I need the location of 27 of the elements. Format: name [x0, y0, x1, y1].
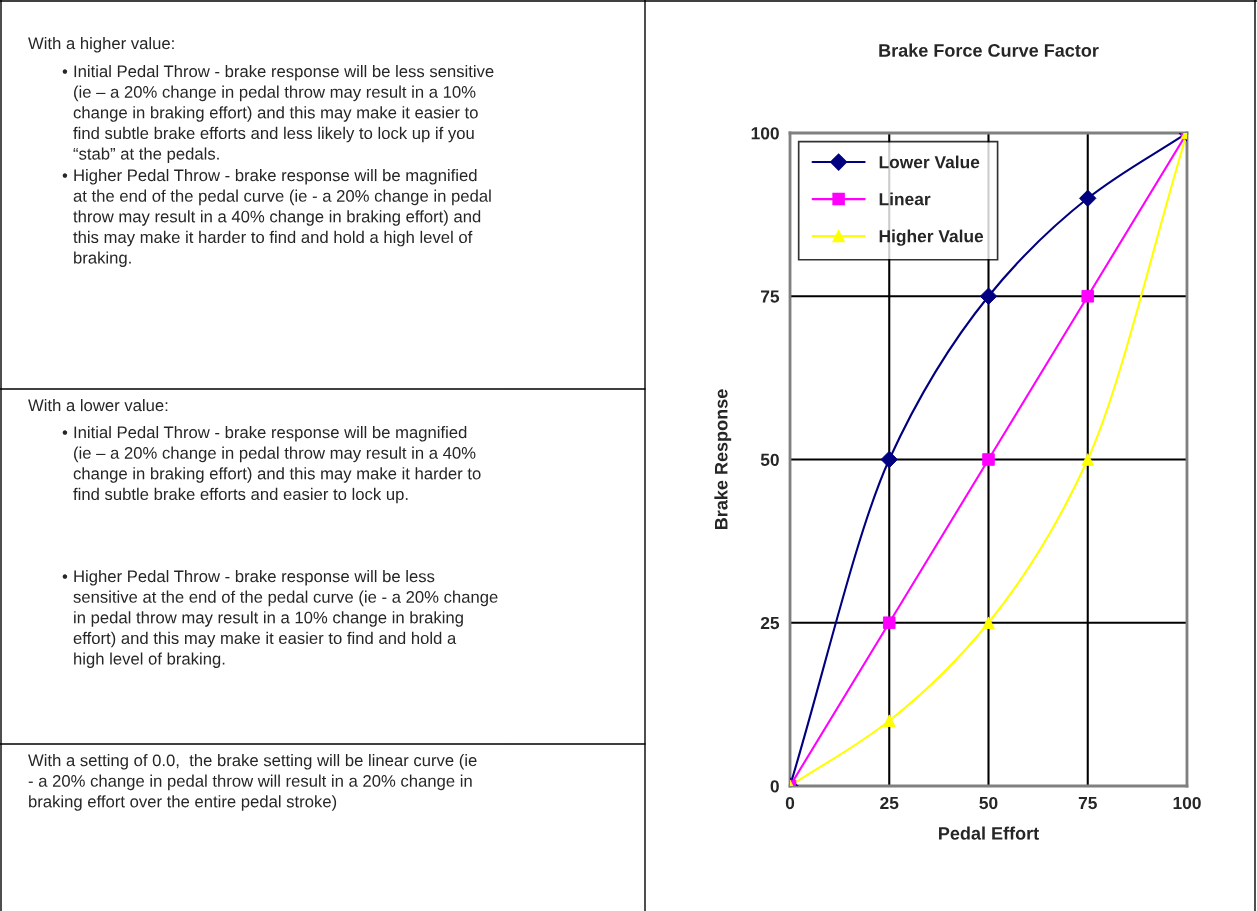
y-axis-title: Brake Response	[714, 389, 732, 530]
text: Initial Pedal Throw - brake response will be magnified (ie – a 20% change in pedal throw may result in a 40% change in braking effort) and this may make it harder to find subtle brake efforts and easier to lock up.	[73, 426, 481, 504]
legend-label: Higher Value	[879, 229, 984, 246]
text: •	[62, 430, 68, 435]
text: With a lower value:	[28, 399, 168, 412]
text: With a setting of 0.0, the brake setting will be linear curve (ie - a 20% change in pedal throw will result in a 20% change in braking effort over the entire pedal stroke)	[28, 754, 477, 811]
chart-title: Brake Force Curve Factor	[879, 43, 1099, 57]
x-tick-label: 0	[785, 796, 795, 810]
x-axis-title: Pedal Effort	[939, 826, 1039, 840]
legend-label: Lower Value	[879, 155, 980, 169]
text: •	[62, 69, 68, 74]
text: •	[62, 574, 68, 579]
y-tick-label: 0	[770, 780, 779, 793]
x-tick-label: 25	[880, 796, 899, 810]
text: With a higher value:	[28, 37, 174, 53]
x-tick-label: 50	[979, 796, 998, 810]
y-tick-label: 50	[760, 453, 779, 466]
legend-label: Linear	[879, 192, 931, 206]
y-tick-label: 25	[760, 616, 780, 630]
x-tick-label: 75	[1078, 797, 1097, 810]
text: Higher Pedal Throw - brake response will be less sensitive at the end of the pedal curve (ie - a 20% change in pedal throw may result in a 10% change in braking effort) and this may make it easier to find and hold a high level of braking.	[73, 570, 498, 668]
y-tick-label: 100	[751, 127, 779, 140]
text: Higher Pedal Throw - brake response will be magnified at the end of the pedal curve (ie - a 20% change in pedal throw may result in a 40% change in braking effort) and this may make it harder to find and hold a high level of braking.	[73, 169, 491, 267]
text: Initial Pedal Throw - brake response will be less sensitive (ie – a 20% change in pedal throw may result in a 10% change in braking effort) and this may make it easier to find subtle brake efforts and less likely to lock up if you “stab” at the pedals.	[73, 65, 494, 163]
text: •	[62, 173, 68, 178]
x-tick-label: 100	[1173, 796, 1201, 810]
y-tick-label: 75	[761, 290, 780, 303]
